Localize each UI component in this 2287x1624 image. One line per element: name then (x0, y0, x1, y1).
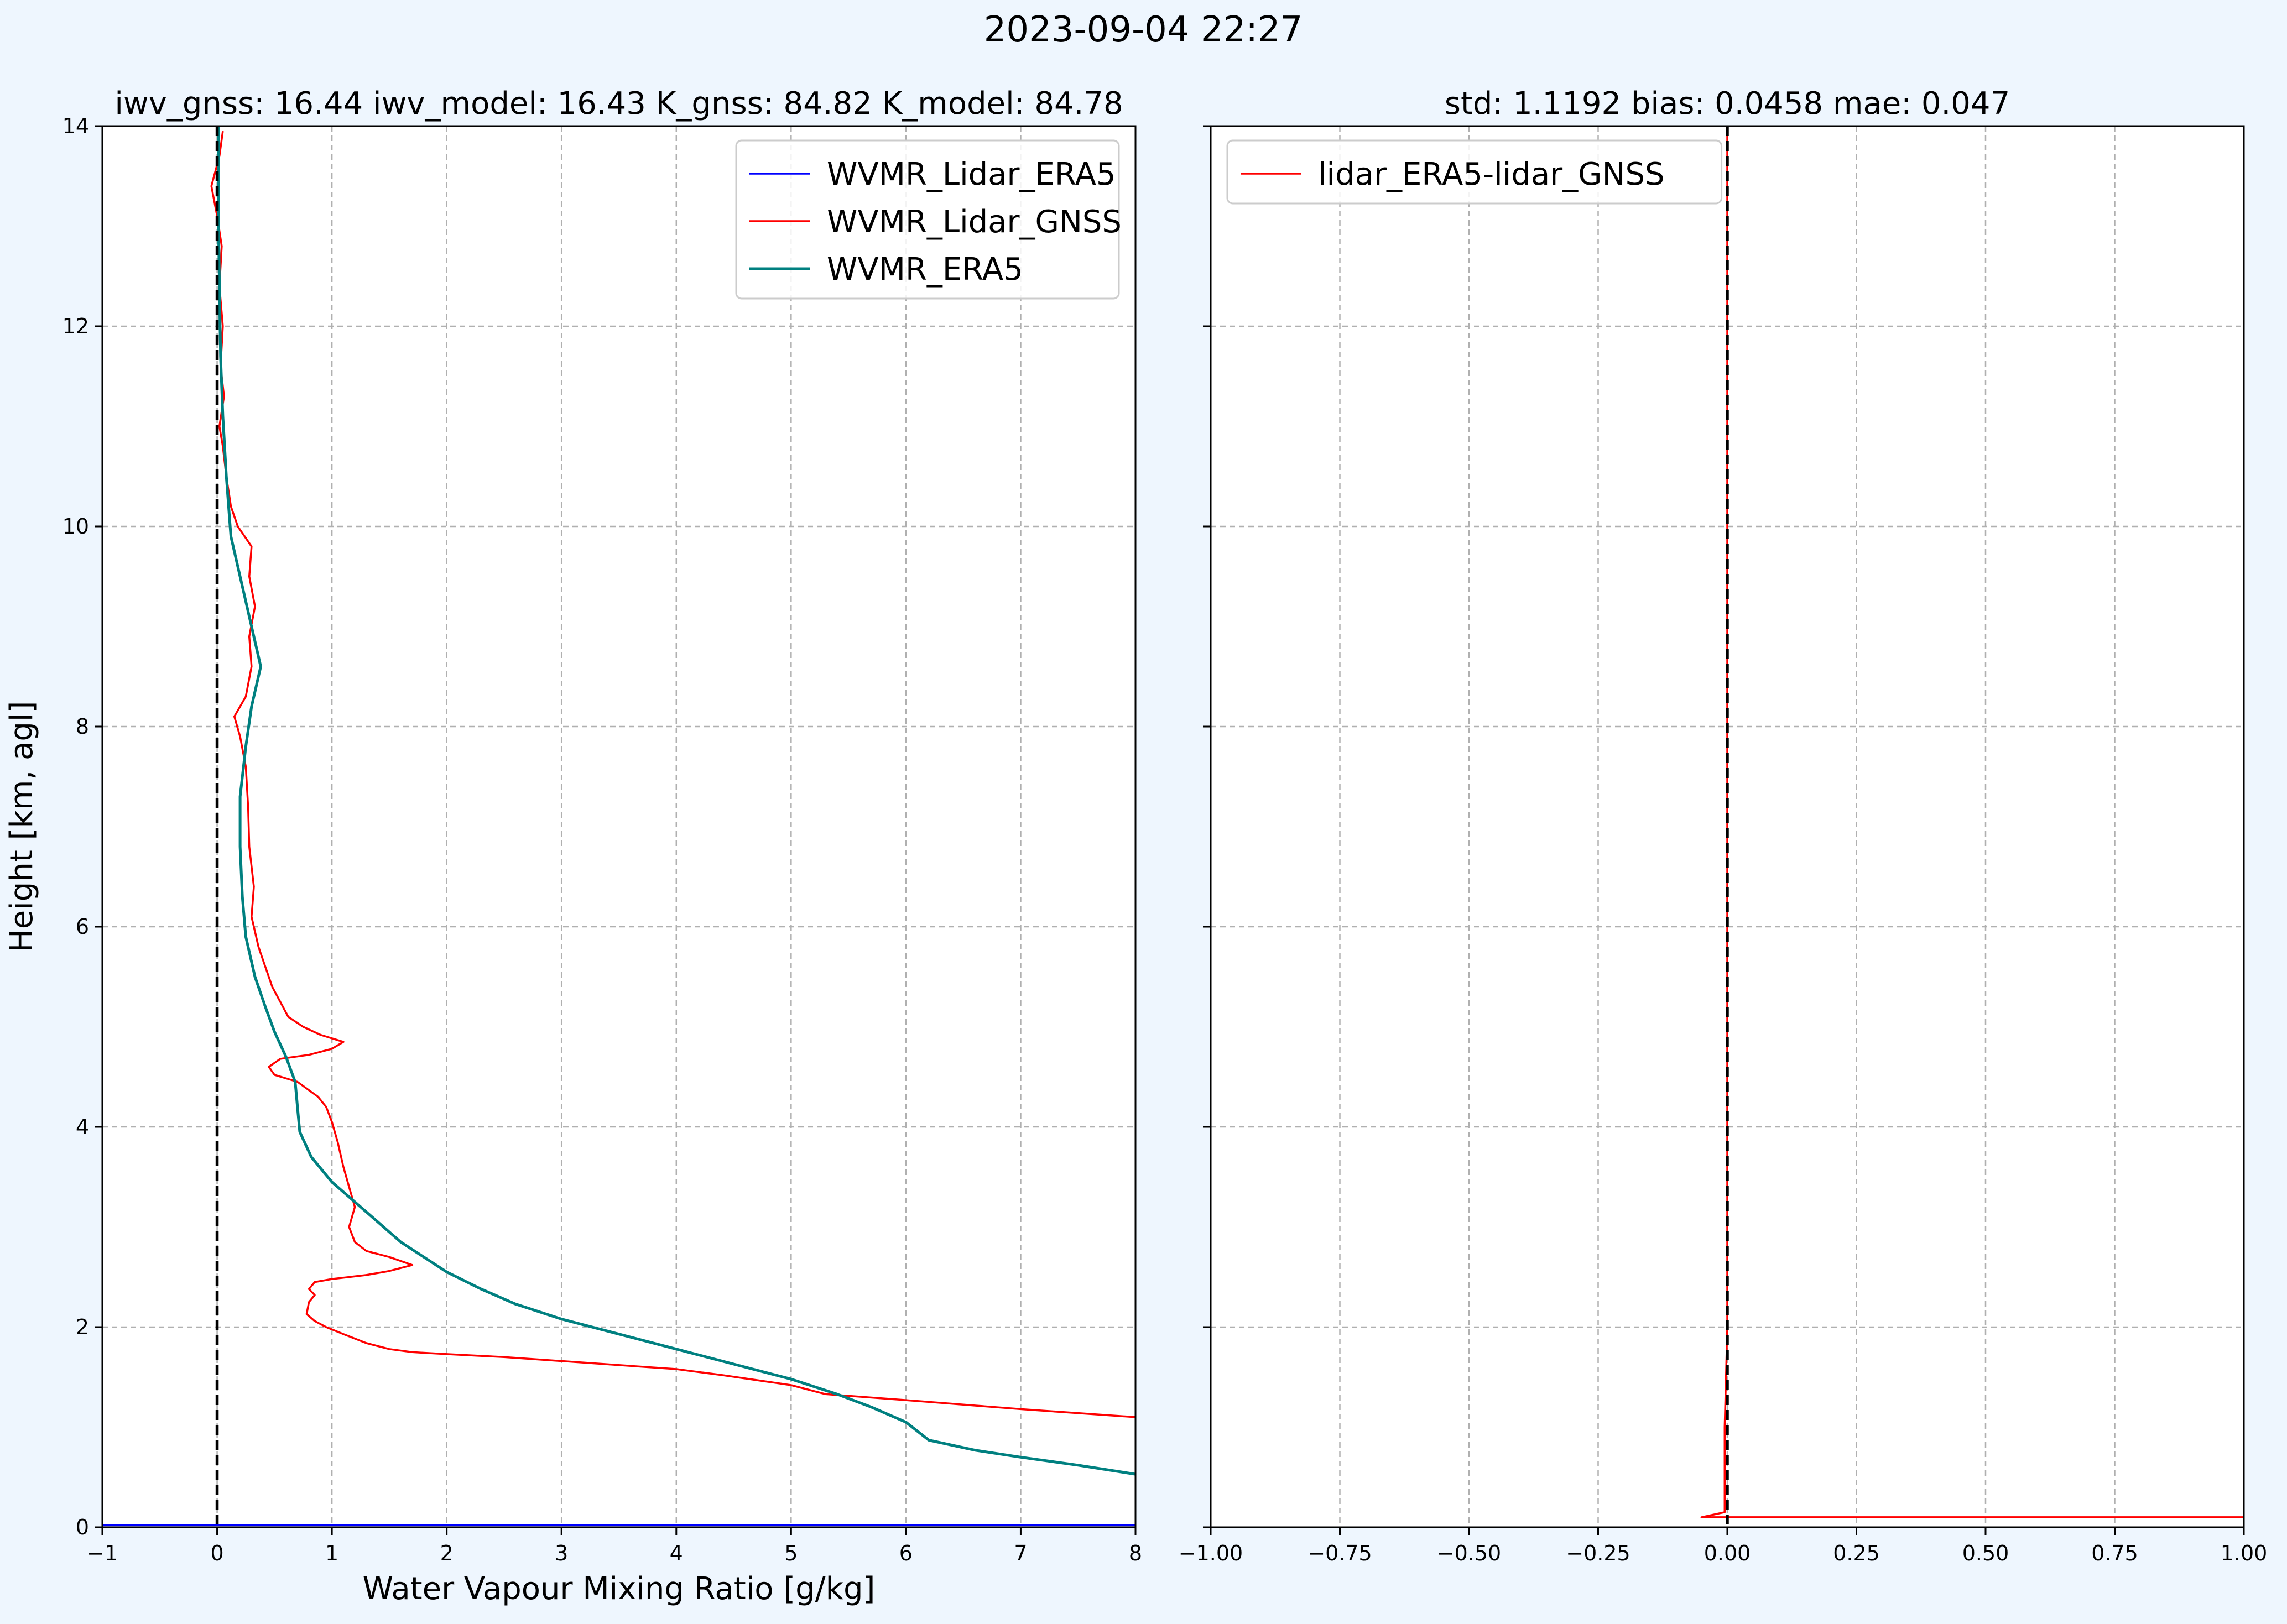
right-legend: lidar_ERA5-lidar_GNSS (1226, 139, 1723, 205)
left-y-ticks: 0 2 4 6 8 10 12 14 (62, 114, 102, 1539)
right-x-tick-label: −0.25 (1566, 1541, 1630, 1565)
left-x-tick-label: 7 (1014, 1541, 1027, 1565)
legend-label-wvmr-lidar-gnss: WVMR_Lidar_GNSS (827, 204, 1122, 240)
right-x-tick-label: −1.00 (1179, 1541, 1243, 1565)
legend-label-wvmr-era5: WVMR_ERA5 (827, 252, 1023, 288)
left-x-tick-label: −1 (87, 1541, 118, 1565)
right-x-tick-label: 0.75 (2091, 1541, 2138, 1565)
right-x-tick-label: 1.00 (2221, 1541, 2268, 1565)
left-x-tick-label: 1 (325, 1541, 338, 1565)
left-gridlines (102, 126, 1135, 1527)
series-line-wvmr-era5 (217, 126, 1136, 1476)
left-x-ticks: −1 0 1 2 3 4 5 6 7 8 (87, 1527, 1142, 1565)
left-y-tick-label: 12 (62, 314, 89, 338)
series-line-wvmr-lidar-gnss (210, 130, 1136, 1418)
left-legend-box (735, 139, 1120, 300)
left-x-tick-label: 4 (670, 1541, 683, 1565)
right-plot-title: std: 1.1192 bias: 0.0458 mae: 0.047 (1445, 86, 2010, 122)
right-x-tick-label: 0.25 (1833, 1541, 1880, 1565)
right-x-tick-label: 0.50 (1962, 1541, 2009, 1565)
left-plot-frame (101, 125, 1137, 1528)
left-y-tick-label: 2 (76, 1315, 89, 1339)
y-axis-label: Height [km, agl] (4, 701, 40, 953)
legend-label-wvmr-lidar-era5: WVMR_Lidar_ERA5 (827, 156, 1116, 192)
left-x-tick-label: 2 (440, 1541, 454, 1565)
left-x-tick-label: 3 (555, 1541, 568, 1565)
right-x-tick-label: −0.75 (1307, 1541, 1372, 1565)
x-axis-label: Water Vapour Mixing Ratio [g/kg] (363, 1571, 876, 1607)
legend-label-lidar-era5-lidar-gnss: lidar_ERA5-lidar_GNSS (1318, 156, 1665, 192)
left-plot-title: iwv_gnss: 16.44 iwv_model: 16.43 K_gnss:… (114, 86, 1123, 122)
right-plot-panel: −1.00 −0.75 −0.50 −0.25 0.00 0.25 0.50 0.75 1.00… (1179, 86, 2268, 1565)
left-y-tick-label: 14 (62, 114, 89, 138)
left-y-tick-label: 0 (76, 1515, 89, 1539)
left-series-group (102, 126, 1136, 1527)
figure-suptitle: 2023-09-04 22:27 (984, 9, 1303, 50)
right-x-tick-label: −0.50 (1437, 1541, 1501, 1565)
left-x-tick-label: 6 (899, 1541, 913, 1565)
left-plot-area (102, 126, 1135, 1527)
right-legend-box (1226, 139, 1723, 205)
left-y-tick-label: 6 (76, 915, 89, 939)
left-y-tick-label: 8 (76, 714, 89, 739)
right-y-ticks (1203, 125, 1211, 1528)
left-x-tick-label: 5 (784, 1541, 798, 1565)
left-legend: WVMR_Lidar_ERA5 WVMR_Lidar_GNSS WVMR_ERA5 (735, 139, 1122, 300)
left-y-tick-label: 4 (76, 1115, 89, 1139)
right-x-ticks: −1.00 −0.75 −0.50 −0.25 0.00 0.25 0.50 0.75 1.00 (1179, 1527, 2268, 1565)
right-series-group (1700, 126, 2244, 1527)
left-x-tick-label: 0 (210, 1541, 223, 1565)
right-x-tick-label: 0.00 (1704, 1541, 1751, 1565)
left-x-tick-label: 8 (1129, 1541, 1142, 1565)
left-y-tick-label: 10 (62, 514, 89, 539)
